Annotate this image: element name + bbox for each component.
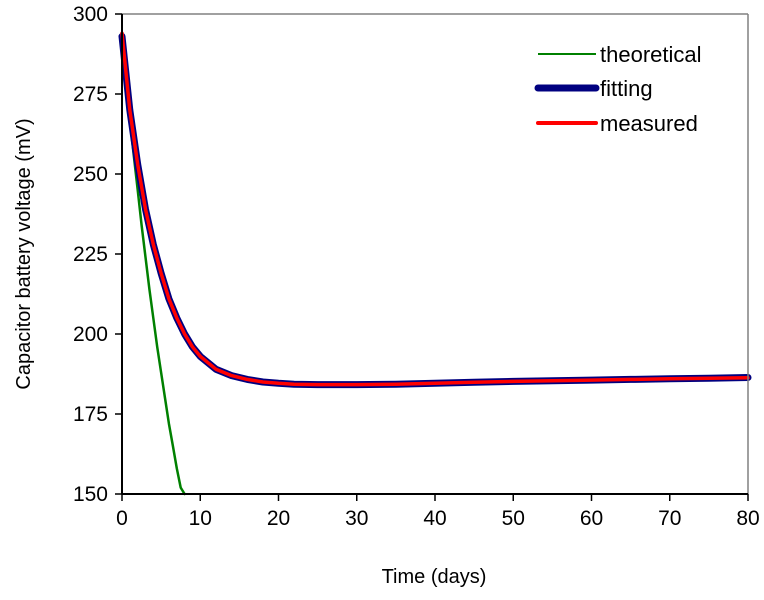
- x-tick-label: 30: [345, 507, 368, 530]
- x-tick-label: 20: [267, 507, 290, 530]
- x-tick-label: 40: [423, 507, 446, 530]
- series-line-fitting: [118, 32, 752, 389]
- legend: theoretical fitting measured: [534, 42, 702, 136]
- x-axis-label: Time (days): [382, 566, 487, 588]
- x-tick-label: 80: [736, 507, 759, 530]
- x-tick-label: 70: [658, 507, 681, 530]
- x-tick-label: 60: [580, 507, 603, 530]
- y-tick-label: 275: [73, 83, 108, 106]
- x-tick-label: 0: [116, 507, 128, 530]
- legend-label-theoretical: theoretical: [600, 42, 702, 67]
- y-tick-label: 150: [73, 483, 108, 506]
- series-line-measured: [120, 31, 750, 387]
- y-tick-label: 200: [73, 323, 108, 346]
- y-tick-label: 175: [73, 403, 108, 426]
- legend-label-fitting: fitting: [600, 76, 653, 101]
- x-tick-label: 50: [502, 507, 525, 530]
- legend-label-measured: measured: [600, 111, 698, 136]
- y-tick-label: 250: [73, 163, 108, 186]
- axis-layer: 0 10 20 30 40 50 60 70 80 150 175 200 225 250 275 300: [73, 3, 760, 530]
- y-tick-label: 300: [73, 3, 108, 26]
- y-axis-label: Capacitor battery voltage (mV): [13, 118, 35, 389]
- y-tick-label: 225: [73, 243, 108, 266]
- plot-layer: [118, 31, 752, 496]
- x-tick-label: 10: [189, 507, 212, 530]
